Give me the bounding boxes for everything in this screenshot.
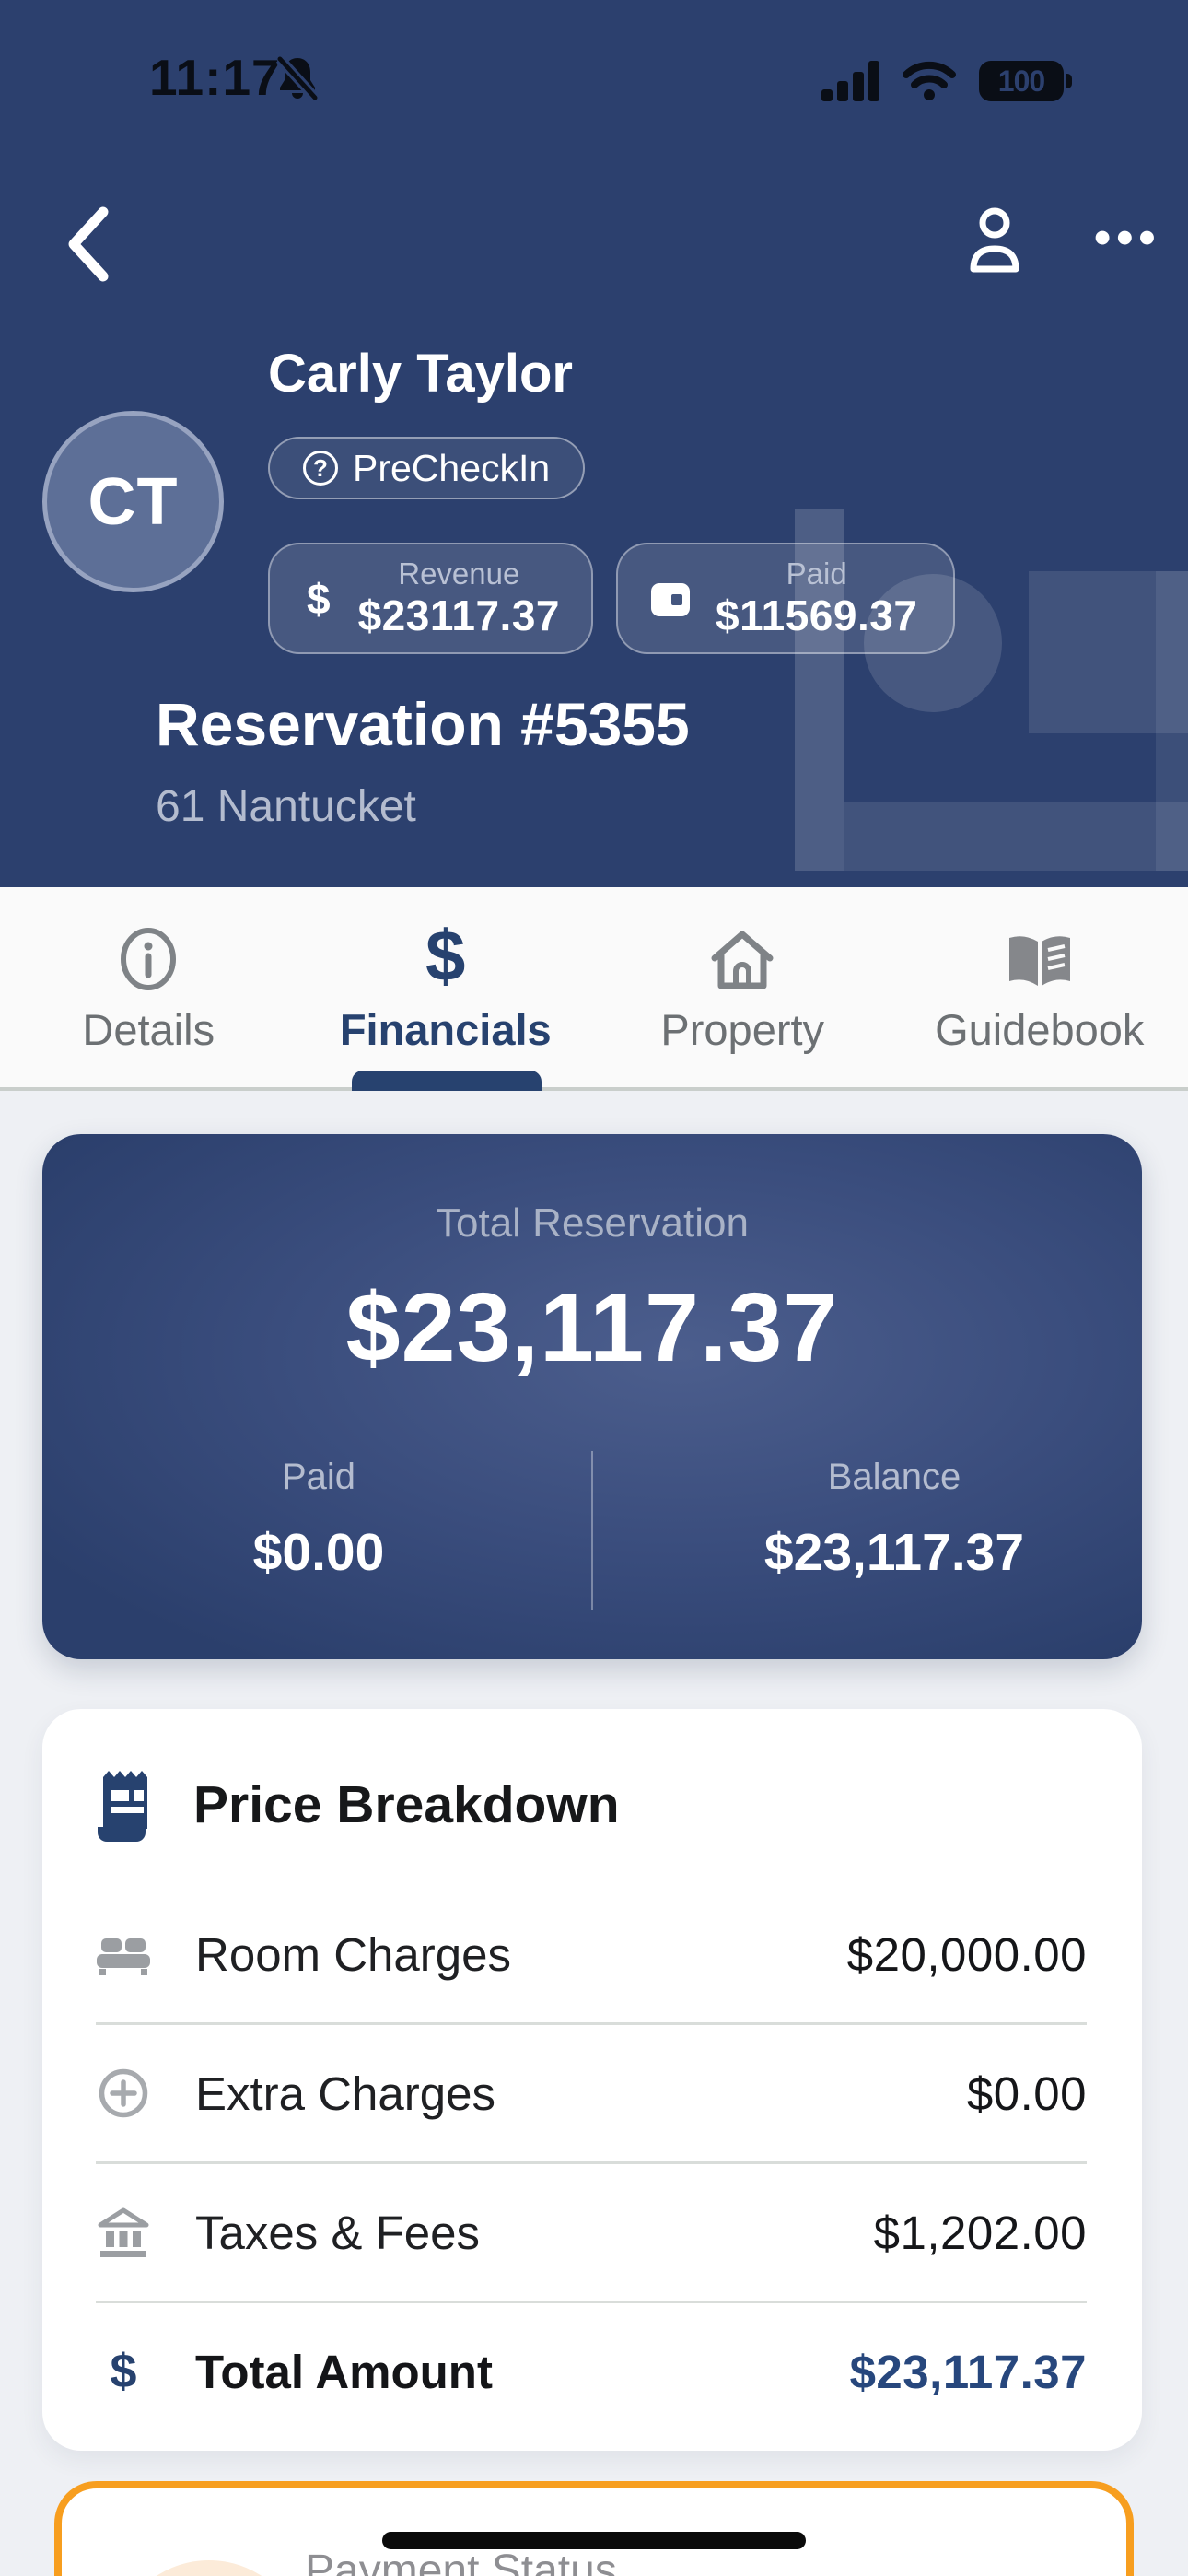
clock: 11:17 xyxy=(149,49,281,106)
precheckin-badge[interactable]: ? PreCheckIn xyxy=(268,437,586,499)
paid-label: Paid xyxy=(786,556,847,591)
divider xyxy=(96,2022,1087,2025)
tab-label: Guidebook xyxy=(935,1005,1145,1054)
battery-icon: 100 xyxy=(979,61,1072,101)
breakdown-row-taxes-fees: Taxes & Fees $1,202.00 xyxy=(96,2164,1087,2301)
row-value: $23,117.37 xyxy=(849,2345,1087,2398)
dollar-icon: $ xyxy=(425,915,466,996)
wifi-icon xyxy=(902,61,957,101)
paid-value: $11569.37 xyxy=(716,591,918,640)
divider xyxy=(591,1451,593,1610)
row-label: Extra Charges xyxy=(195,2067,495,2120)
receipt-icon xyxy=(96,1766,157,1844)
guest-profile-button[interactable] xyxy=(963,205,1028,278)
bed-icon xyxy=(96,1933,151,1975)
watermark-logo-bar2 xyxy=(844,802,1188,871)
battery-percent: 100 xyxy=(997,64,1045,98)
payment-status-title: Payment Status xyxy=(305,2547,617,2576)
payment-status-icon xyxy=(112,2560,306,2576)
watermark-logo-bar xyxy=(795,509,844,871)
paid-pill[interactable]: Paid $11569.37 xyxy=(616,543,955,654)
question-circle-icon: ? xyxy=(303,451,338,486)
balance-label: Balance xyxy=(827,1457,961,1497)
reservation-header: 11:17 100 xyxy=(0,0,1188,887)
row-label: Taxes & Fees xyxy=(195,2206,480,2259)
total-reservation-card: Total Reservation $23,117.37 Paid $0.00 … xyxy=(42,1134,1142,1659)
tab-financials[interactable]: $ Financials xyxy=(297,887,595,1087)
balance-value: $23,117.37 xyxy=(763,1523,1025,1582)
signal-icon xyxy=(821,61,879,101)
tab-bar: Details $ Financials Property xyxy=(0,887,1188,1091)
tab-label: Financials xyxy=(339,1005,552,1054)
paid-value: $0.00 xyxy=(252,1523,385,1582)
breakdown-row-extra-charges: Extra Charges $0.00 xyxy=(96,2025,1087,2161)
revenue-value: $23117.37 xyxy=(357,591,560,640)
selected-tab-indicator xyxy=(352,1071,542,1091)
revenue-label: Revenue xyxy=(398,556,520,591)
revenue-pill[interactable]: $ Revenue $23117.37 xyxy=(268,543,593,654)
home-indicator[interactable] xyxy=(382,2532,806,2549)
tab-details[interactable]: Details xyxy=(0,887,297,1087)
divider xyxy=(96,2161,1087,2164)
summary-title: Total Reservation xyxy=(436,1200,749,1246)
row-value: $20,000.00 xyxy=(846,1927,1087,1981)
tab-label: Details xyxy=(82,1005,215,1054)
tab-label: Property xyxy=(660,1005,825,1054)
back-button[interactable] xyxy=(61,205,134,284)
breakdown-title: Price Breakdown xyxy=(193,1775,620,1834)
card-icon xyxy=(649,577,693,621)
avatar: CT xyxy=(42,411,224,592)
payment-status-card[interactable]: Payment Status xyxy=(54,2481,1134,2576)
status-indicators: 100 xyxy=(821,55,1098,101)
divider xyxy=(96,2301,1087,2303)
row-label: Room Charges xyxy=(195,1927,511,1981)
book-icon xyxy=(1004,919,1076,991)
tab-property[interactable]: Property xyxy=(594,887,891,1087)
row-label: Total Amount xyxy=(195,2345,493,2398)
total-amount: $23,117.37 xyxy=(345,1273,839,1382)
breakdown-row-total: $ Total Amount $23,117.37 xyxy=(96,2303,1087,2440)
watermark-logo-strip xyxy=(1156,571,1188,871)
tab-guidebook[interactable]: Guidebook xyxy=(891,887,1188,1087)
dollar-icon: $ xyxy=(307,574,331,623)
more-menu-button[interactable]: ••• xyxy=(1094,211,1161,264)
bank-icon xyxy=(96,2207,151,2257)
paid-label: Paid xyxy=(281,1457,356,1497)
breakdown-row-room-charges: Room Charges $20,000.00 xyxy=(96,1886,1087,2022)
row-value: $1,202.00 xyxy=(873,2206,1087,2259)
avatar-initials: CT xyxy=(87,464,179,539)
watermark-logo-square xyxy=(1029,571,1188,733)
info-icon xyxy=(118,919,179,991)
dollar-icon: $ xyxy=(110,2345,137,2398)
bell-slash-icon xyxy=(276,55,319,101)
reservation-title: Reservation #5355 xyxy=(156,690,690,758)
status-bar: 11:17 100 xyxy=(0,0,1188,120)
plus-circle-icon xyxy=(96,2068,151,2118)
guest-name: Carly Taylor xyxy=(268,344,573,404)
badge-label: PreCheckIn xyxy=(353,446,551,489)
property-name: 61 Nantucket xyxy=(156,782,416,831)
price-breakdown-card: Price Breakdown Room Charges $20,000.00 xyxy=(42,1709,1142,2451)
row-value: $0.00 xyxy=(966,2067,1087,2120)
home-icon xyxy=(709,919,775,991)
